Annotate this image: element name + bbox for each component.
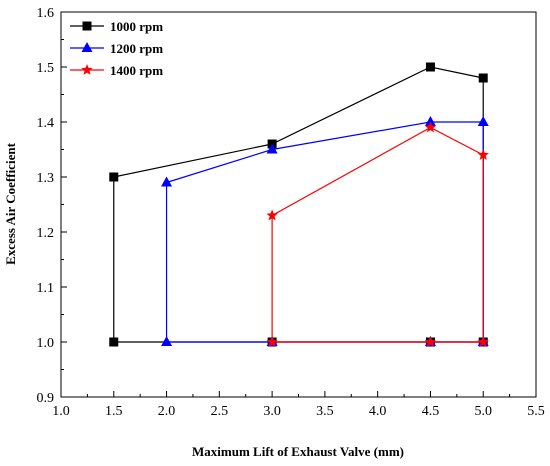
data-point-1000-rpm xyxy=(425,62,435,72)
data-point-1400-rpm xyxy=(477,336,489,347)
y-tick-label: 1.6 xyxy=(37,6,55,21)
series-line-1000-rpm xyxy=(113,66,484,343)
y-tick-label: 1.0 xyxy=(37,336,55,351)
data-point-1400-rpm xyxy=(266,209,278,221)
data-point-1200-rpm xyxy=(161,176,173,187)
legend-marker-1000-rpm xyxy=(82,21,92,31)
y-axis-title: Excess Air Coefficient xyxy=(3,142,18,264)
x-axis-title: Maximum Lift of Exhaust Valve (mm) xyxy=(192,444,404,459)
x-tick-label: 2.5 xyxy=(211,404,229,419)
x-tick-label: 3.0 xyxy=(263,404,281,419)
x-tick-label: 1.0 xyxy=(52,404,70,419)
data-point-1000-rpm xyxy=(478,73,488,83)
y-tick-label: 1.3 xyxy=(37,171,55,186)
y-tick-label: 0.9 xyxy=(37,391,55,406)
data-point-1000-rpm xyxy=(109,172,119,182)
y-tick-label: 1.5 xyxy=(37,61,55,76)
data-point-1000-rpm xyxy=(109,337,119,347)
data-point-1400-rpm xyxy=(477,149,489,160)
legend-label-1000-rpm: 1000 rpm xyxy=(110,19,163,34)
series-line-1200-rpm xyxy=(165,121,484,343)
data-point-1400-rpm xyxy=(424,121,437,133)
legend-label-1400-rpm: 1400 rpm xyxy=(110,63,163,78)
x-tick-label: 3.5 xyxy=(316,404,334,419)
x-axis-ticks: 1.0 1.5 2.0 2.5 3.0 3.5 4.0 4.5 5.0 5.5 xyxy=(52,391,545,419)
series-layer xyxy=(109,62,489,347)
x-tick-label: 5.5 xyxy=(527,404,545,419)
x-tick-label: 5.0 xyxy=(474,404,492,419)
data-point-1200-rpm xyxy=(477,116,489,126)
legend-marker-1400-rpm xyxy=(81,64,93,75)
x-tick-label: 4.5 xyxy=(422,404,440,419)
y-axis-ticks: 0.9 1.0 1.1 1.2 1.3 1.4 1.5 1.6 xyxy=(37,6,67,406)
legend: 1000 rpm 1200 rpm 1400 rpm xyxy=(70,19,163,78)
x-tick-label: 2.0 xyxy=(158,404,176,419)
x-tick-label: 1.5 xyxy=(105,404,123,419)
data-point-1200-rpm xyxy=(424,116,436,126)
x-tick-label: 4.0 xyxy=(369,404,387,419)
y-tick-label: 1.2 xyxy=(37,226,55,241)
series-line-1400-rpm xyxy=(271,126,484,343)
data-point-1400-rpm xyxy=(424,336,437,347)
data-point-1400-rpm xyxy=(266,336,278,347)
legend-label-1200-rpm: 1200 rpm xyxy=(110,41,163,56)
y-tick-label: 1.1 xyxy=(37,281,55,296)
y-tick-label: 1.4 xyxy=(37,116,55,131)
data-point-1200-rpm xyxy=(266,143,278,154)
data-point-1200-rpm xyxy=(161,336,173,346)
legend-marker-1200-rpm xyxy=(81,42,93,52)
